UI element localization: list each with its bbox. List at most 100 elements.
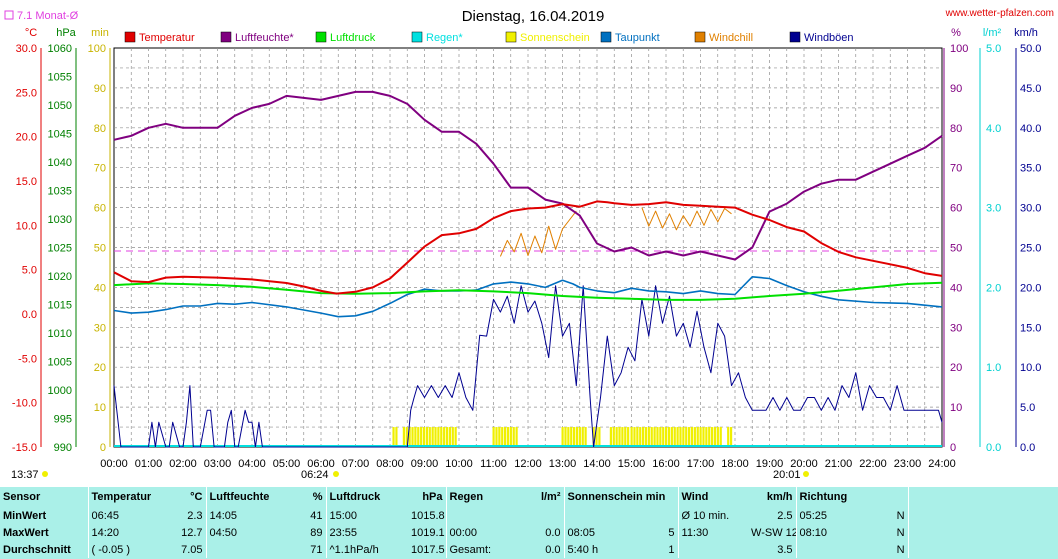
y-tick-label-humidity: 80	[950, 123, 962, 135]
stats-cell: 15:00	[325, 507, 408, 524]
sunshine-bar	[713, 427, 717, 447]
sunshine-bar	[615, 427, 618, 447]
sunshine-bar	[420, 427, 423, 447]
sunshine-bar	[644, 427, 648, 447]
stats-row-max: MaxWert 14:20 12.7 04:50 89 23:55 1019.1…	[0, 524, 1058, 541]
legend-swatch-regen	[411, 31, 423, 43]
stats-header-wind-unit: km/h	[766, 491, 793, 503]
stats-header-hum: Luftfeuchte	[205, 487, 288, 507]
legend-label-temperatur: Temperatur	[139, 32, 195, 44]
clock-sun-icon	[42, 471, 48, 477]
y-tick-label-minutes: 90	[94, 83, 106, 95]
sunshine-bar	[711, 427, 714, 447]
y-tick-label-rain: 5.0	[986, 43, 1001, 55]
stats-header-temp-unit: °C	[190, 491, 203, 503]
y-tick-label-wind: 40.0	[1020, 123, 1041, 135]
sunshine-bar	[665, 427, 668, 447]
sunshine-bar	[598, 427, 601, 447]
x-tick-label: 21:00	[825, 458, 853, 470]
x-tick-label: 17:00	[687, 458, 715, 470]
y-tick-label-temp: -10.0	[12, 398, 37, 410]
y-tick-label-minutes: 70	[94, 163, 106, 175]
x-tick-label: 06:00	[307, 458, 335, 470]
stats-header-press-unit: hPa	[422, 491, 443, 503]
y-tick-label-rain: 3.0	[986, 203, 1001, 215]
x-tick-label: 16:00	[652, 458, 680, 470]
stats-cell: 23:55	[325, 524, 408, 541]
stats-cell: N	[896, 509, 905, 522]
sunshine-bar	[659, 427, 662, 447]
sunshine-bar	[727, 427, 730, 447]
stats-header-sun: Sonnenschein min	[563, 487, 679, 507]
sunshine-bar	[498, 427, 501, 447]
y-tick-label-minutes: 30	[94, 322, 106, 334]
sunrise-time: 06:24	[301, 469, 329, 481]
sunshine-bar	[682, 427, 685, 447]
sunshine-bar	[445, 427, 449, 447]
y-tick-label-pressure: 1045	[48, 129, 72, 141]
sunshine-bar	[408, 427, 411, 447]
sunshine-bar	[501, 427, 504, 447]
legend-swatch-windboeen	[789, 31, 801, 43]
stats-row-label: Durchschnitt	[3, 543, 71, 556]
sunshine-bar	[440, 427, 443, 447]
stats-header-temp: Temperatur	[87, 487, 170, 507]
x-tick-label: 08:00	[376, 458, 404, 470]
sunshine-bar	[676, 427, 679, 447]
sunshine-bar	[567, 427, 570, 447]
sunshine-bar	[702, 427, 705, 447]
y-tick-label-pressure: 1040	[48, 157, 72, 169]
y-tick-label-wind: 30.0	[1020, 203, 1041, 215]
y-tick-label-temp: 30.0	[16, 43, 37, 55]
x-tick-label: 22:00	[859, 458, 887, 470]
stats-header-rain-unit: l/m²	[540, 491, 561, 503]
stats-header-sensor: Sensor	[3, 491, 41, 503]
sunshine-bar	[392, 427, 395, 447]
stats-cell: 41	[310, 509, 323, 522]
axis-unit-minutes: min	[91, 27, 109, 39]
y-tick-label-pressure: 1015	[48, 300, 72, 312]
sunshine-bar	[624, 427, 627, 447]
y-tick-label-temp: 0.0	[22, 309, 37, 321]
sunshine-bar	[729, 427, 733, 447]
y-tick-label-wind: 5.0	[1020, 402, 1035, 414]
legend-swatch-luftdruck	[315, 31, 327, 43]
legend-swatch-taupunkt	[600, 31, 612, 43]
y-tick-label-pressure: 1050	[48, 100, 72, 112]
stats-cell: 71	[310, 543, 323, 556]
legend-label-sonnenschein: Sonnenschein	[520, 32, 590, 44]
stats-cell: 1019.1	[411, 526, 445, 539]
y-tick-label-minutes: 0	[100, 442, 106, 454]
legend-label-taupunkt: Taupunkt	[615, 32, 660, 44]
sunrise-icon	[333, 471, 339, 477]
sunshine-bar	[570, 427, 573, 447]
sunshine-bar	[693, 427, 696, 447]
stats-cell: ( -0.05 )	[87, 541, 170, 558]
sunshine-bar	[448, 427, 451, 447]
series-line-temperatur	[113, 200, 943, 295]
stats-cell: N	[896, 543, 905, 556]
series-line-windboeen	[113, 285, 943, 448]
stats-cell: 2.5	[777, 509, 793, 522]
sunshine-bar	[705, 427, 708, 447]
chart-title: Dienstag, 16.04.2019	[462, 8, 605, 25]
legend-swatch-luftfeuchte	[220, 31, 232, 43]
sunshine-bar	[431, 427, 434, 447]
legend-swatch-windchill	[694, 31, 706, 43]
y-tick-label-humidity: 10	[950, 402, 962, 414]
y-tick-label-humidity: 30	[950, 322, 962, 334]
sunshine-bar	[584, 427, 587, 447]
sunshine-bar	[667, 427, 671, 447]
stats-cell: 06:45	[87, 507, 170, 524]
sunshine-bar	[618, 427, 621, 447]
y-tick-label-minutes: 60	[94, 203, 106, 215]
y-tick-label-rain: 1.0	[986, 362, 1001, 374]
sunshine-bar	[690, 427, 694, 447]
stats-row-avg: Durchschnitt ( -0.05 ) 7.05 71 ^1.1hPa/h…	[0, 541, 1058, 558]
sunshine-bar	[564, 427, 567, 447]
y-tick-label-pressure: 1005	[48, 357, 72, 369]
sunshine-bar	[719, 427, 722, 447]
legend-label-windboeen: Windböen	[804, 32, 854, 44]
stats-cell: 1015.8	[411, 509, 445, 522]
sunshine-bar	[699, 427, 702, 447]
